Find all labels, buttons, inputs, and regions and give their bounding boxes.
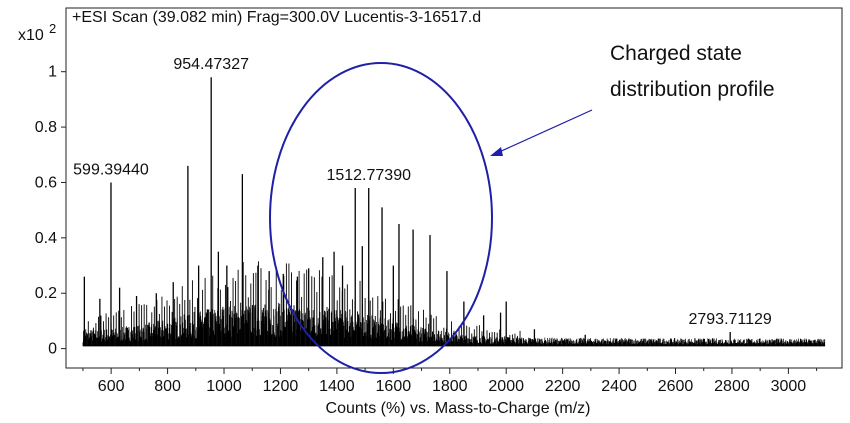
annotation-line-1: Charged state: [610, 42, 742, 65]
annotation-arrowhead: [490, 147, 503, 156]
y-multiplier-exponent: 2: [49, 21, 56, 36]
x-tick-label: 2400: [601, 378, 637, 395]
y-tick-label: 0: [48, 341, 57, 358]
x-tick-label: 2600: [658, 378, 694, 395]
y-tick-label: 1: [48, 64, 57, 81]
x-tick-label: 800: [154, 378, 181, 395]
peak-label: 1512.77390: [326, 167, 411, 184]
y-axis: 0 0.2 0.4 0.6 0.8 1: [35, 64, 66, 358]
y-tick-label: 0.4: [35, 230, 57, 247]
x-tick-label: 2200: [545, 378, 581, 395]
charged-state-ellipse: [269, 62, 493, 374]
peak-label: 599.39440: [73, 161, 149, 178]
x-tick-label: 2000: [488, 378, 524, 395]
peak-label: 954.47327: [173, 56, 249, 73]
peak-label: 2793.71129: [688, 311, 771, 328]
x-axis-title: Counts (%) vs. Mass-to-Charge (m/z): [326, 400, 591, 417]
peak-labels: 954.47327 599.39440 1512.77390 2793.71129: [73, 56, 772, 328]
x-tick-label: 1600: [376, 378, 412, 395]
plot-frame: [65, 7, 843, 369]
annotation-arrow: [496, 109, 593, 154]
y-tick-label: 0.6: [35, 174, 57, 191]
x-tick-label: 1200: [263, 378, 299, 395]
chart-title: +ESI Scan (39.082 min) Frag=300.0V Lucen…: [72, 9, 481, 26]
x-tick-label: 1000: [206, 378, 242, 395]
spectrum-trace: [82, 77, 826, 347]
x-tick-label: 1400: [319, 378, 355, 395]
x-axis: 600 800 1000 1200 1400 1600 1800 2000 2200 2400 26…: [82, 368, 818, 395]
x-tick-label: 1800: [432, 378, 468, 395]
x-tick-label: 3000: [771, 378, 807, 395]
annotation-line-2: distribution profile: [610, 78, 775, 101]
y-tick-label: 0.2: [35, 285, 57, 302]
y-tick-label: 0.8: [35, 119, 57, 136]
x-tick-label: 600: [98, 378, 125, 395]
x-tick-label: 2800: [714, 378, 750, 395]
y-multiplier-label: x10: [18, 27, 44, 44]
